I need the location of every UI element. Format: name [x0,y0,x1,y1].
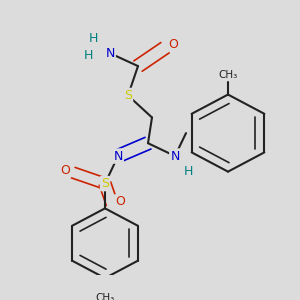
Text: CH₃: CH₃ [218,70,238,80]
Text: H: H [83,49,93,62]
Text: CH₃: CH₃ [95,293,115,300]
Text: N: N [105,47,115,60]
Text: H: H [88,32,98,45]
Text: O: O [115,195,125,208]
Text: H: H [183,165,193,178]
Text: O: O [168,38,178,51]
Text: N: N [113,149,123,163]
Text: O: O [60,164,70,177]
Text: S: S [124,89,132,102]
Text: S: S [101,177,109,190]
Text: N: N [170,149,180,163]
